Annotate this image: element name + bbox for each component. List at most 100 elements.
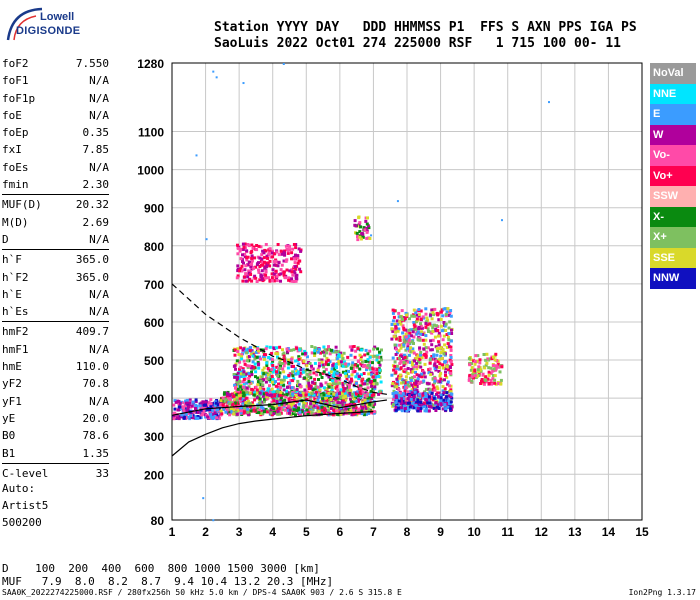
param-value: 110.0 — [75, 360, 109, 374]
echo-point — [333, 396, 337, 400]
echo-point — [313, 387, 317, 391]
echo-point — [272, 260, 276, 263]
echo-point — [443, 378, 446, 382]
echo-point — [434, 329, 438, 333]
echo-point — [247, 347, 250, 351]
echo-point — [280, 252, 284, 256]
echo-point — [198, 404, 202, 408]
param-key: foF1 — [2, 74, 29, 88]
echo-point — [241, 401, 245, 405]
echo-point — [279, 391, 283, 394]
echo-point — [359, 362, 363, 366]
echo-point — [437, 340, 441, 344]
echo-point — [238, 249, 242, 253]
echo-point — [409, 328, 413, 332]
echo-point — [437, 366, 441, 369]
param-key: h`F2 — [2, 270, 29, 284]
echo-point — [313, 404, 317, 408]
x-tick-label: 4 — [269, 525, 276, 539]
echo-point — [341, 381, 345, 385]
echo-point — [450, 332, 454, 335]
echo-point — [412, 335, 416, 339]
echo-point — [357, 222, 361, 226]
echo-point — [279, 408, 283, 412]
echo-point — [395, 319, 399, 323]
echo-point — [235, 373, 239, 377]
echo-point — [268, 357, 272, 361]
echo-point — [491, 369, 495, 373]
echo-point — [437, 334, 440, 338]
echo-point — [335, 366, 338, 369]
echo-point — [249, 366, 253, 370]
logo-line-1: Lowell — [40, 11, 75, 23]
echo-point — [257, 366, 261, 370]
echo-point — [288, 348, 291, 352]
echo-point — [294, 359, 298, 363]
echo-point — [401, 324, 405, 328]
echo-point — [248, 405, 252, 409]
echo-point — [294, 404, 297, 408]
param-value: 7.85 — [82, 143, 110, 157]
echo-point — [498, 370, 502, 374]
echo-point — [446, 336, 450, 339]
echo-point — [433, 388, 437, 392]
echo-point — [467, 376, 471, 380]
param-separator — [2, 249, 109, 251]
echo-point — [258, 386, 262, 390]
param-row: hmF1 N/A — [2, 341, 109, 358]
echo-point — [196, 416, 200, 420]
echo-point — [285, 258, 289, 262]
echo-point — [299, 393, 303, 397]
echo-point — [374, 375, 378, 379]
echo-point — [241, 391, 245, 395]
echo-point — [309, 376, 313, 380]
y-tick-label: 500 — [144, 354, 164, 368]
echo-point — [255, 388, 259, 392]
echo-point — [400, 409, 404, 413]
echo-point — [192, 416, 196, 420]
echo-point — [309, 384, 313, 388]
echo-point — [308, 370, 312, 374]
echo-point — [448, 407, 452, 411]
echo-point — [312, 393, 316, 397]
echo-point — [225, 408, 229, 412]
x-tick-label: 8 — [404, 525, 411, 539]
echo-point — [449, 348, 453, 352]
echo-point — [391, 319, 395, 323]
echo-point — [358, 353, 362, 357]
echo-point — [318, 364, 321, 368]
echo-point — [257, 261, 260, 265]
echo-point — [243, 385, 247, 389]
echo-point — [413, 390, 417, 394]
echo-point — [310, 364, 313, 368]
echo-point — [362, 401, 366, 405]
echo-point — [410, 334, 414, 338]
echo-point — [359, 386, 363, 390]
echo-point — [294, 276, 298, 280]
echo-point — [439, 371, 443, 375]
echo-point — [261, 368, 265, 372]
echo-point — [445, 310, 449, 314]
param-row: h`Es N/A — [2, 303, 109, 320]
echo-point — [431, 338, 435, 342]
echo-point — [364, 380, 368, 384]
echo-point — [499, 378, 503, 382]
echo-point — [403, 409, 407, 413]
echo-point — [411, 370, 415, 374]
echo-point — [415, 388, 419, 392]
echo-point — [279, 268, 283, 272]
echo-point — [187, 415, 191, 419]
echo-point — [343, 391, 347, 395]
echo-point — [347, 375, 351, 379]
echo-point — [297, 370, 301, 374]
echo-point — [448, 358, 452, 362]
echo-point — [173, 399, 177, 403]
echo-point — [398, 373, 402, 377]
echo-point — [478, 361, 482, 365]
echo-point — [319, 351, 323, 355]
echo-point — [291, 247, 295, 251]
echo-point — [485, 352, 489, 356]
echo-point — [395, 403, 399, 407]
echo-point — [262, 355, 266, 359]
echo-point — [239, 409, 243, 413]
